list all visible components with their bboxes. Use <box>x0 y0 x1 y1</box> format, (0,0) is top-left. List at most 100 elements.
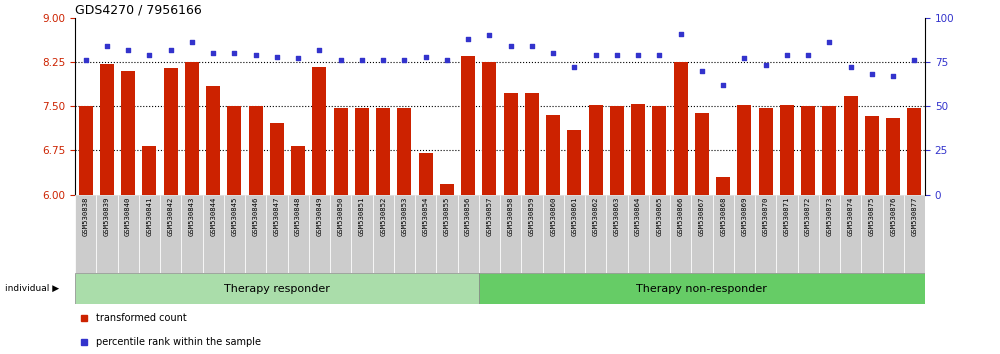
Text: GSM530874: GSM530874 <box>848 197 854 236</box>
Text: GSM530842: GSM530842 <box>168 197 174 236</box>
Bar <box>819 195 840 273</box>
Point <box>375 57 391 63</box>
Bar <box>479 195 500 273</box>
Text: GSM530839: GSM530839 <box>104 197 110 236</box>
Bar <box>734 195 755 273</box>
Point <box>736 56 752 61</box>
Point <box>715 82 731 88</box>
Text: GSM530867: GSM530867 <box>699 197 705 236</box>
Text: transformed count: transformed count <box>96 313 187 323</box>
Text: GDS4270 / 7956166: GDS4270 / 7956166 <box>75 4 202 17</box>
Text: percentile rank within the sample: percentile rank within the sample <box>96 337 261 347</box>
Point <box>758 63 774 68</box>
Bar <box>436 195 458 273</box>
Bar <box>394 195 415 273</box>
Point <box>184 40 200 45</box>
Bar <box>479 273 925 304</box>
Text: GSM530858: GSM530858 <box>508 197 514 236</box>
Point <box>566 64 582 70</box>
Bar <box>844 96 858 195</box>
Bar <box>202 195 224 273</box>
Text: Therapy non-responder: Therapy non-responder <box>636 284 767 293</box>
Text: GSM530838: GSM530838 <box>83 197 89 236</box>
Point <box>226 50 242 56</box>
Text: GSM530873: GSM530873 <box>826 197 832 236</box>
Text: GSM530844: GSM530844 <box>210 197 216 236</box>
Bar <box>504 93 518 195</box>
Text: GSM530853: GSM530853 <box>401 197 407 236</box>
Bar <box>589 105 603 195</box>
Point <box>290 56 306 61</box>
Text: GSM530841: GSM530841 <box>146 197 152 236</box>
Point <box>205 50 221 56</box>
Point <box>354 57 370 63</box>
Bar <box>759 108 773 195</box>
Bar <box>649 195 670 273</box>
Bar <box>567 130 581 195</box>
Bar <box>585 195 606 273</box>
Bar <box>249 106 263 195</box>
Bar <box>139 195 160 273</box>
Point <box>843 64 859 70</box>
Text: GSM530854: GSM530854 <box>423 197 429 236</box>
Bar <box>160 195 181 273</box>
Text: GSM530859: GSM530859 <box>529 197 535 236</box>
Point <box>885 73 901 79</box>
Text: GSM530870: GSM530870 <box>763 197 769 236</box>
Text: GSM530857: GSM530857 <box>486 197 492 236</box>
Point <box>418 54 434 59</box>
Text: GSM530847: GSM530847 <box>274 197 280 236</box>
Point <box>99 43 115 49</box>
Bar <box>312 67 326 195</box>
Bar <box>542 195 564 273</box>
Point <box>503 43 519 49</box>
Text: GSM530840: GSM530840 <box>125 197 131 236</box>
Bar <box>712 195 734 273</box>
Bar <box>291 146 305 195</box>
Bar <box>695 113 709 195</box>
Text: GSM530875: GSM530875 <box>869 197 875 236</box>
Text: GSM530872: GSM530872 <box>805 197 811 236</box>
Bar <box>372 195 394 273</box>
Bar <box>75 273 479 304</box>
Bar <box>610 106 624 195</box>
Text: GSM530869: GSM530869 <box>741 197 747 236</box>
Bar <box>355 108 369 195</box>
Bar <box>164 68 178 195</box>
Point <box>821 40 837 45</box>
Text: GSM530843: GSM530843 <box>189 197 195 236</box>
Bar <box>500 195 521 273</box>
Bar <box>440 184 454 195</box>
Point <box>460 36 476 42</box>
Text: GSM530865: GSM530865 <box>656 197 662 236</box>
Bar <box>631 104 645 195</box>
Point <box>78 57 94 63</box>
Bar <box>142 146 156 195</box>
Point <box>248 52 264 58</box>
Bar <box>266 195 288 273</box>
Point <box>333 57 349 63</box>
Bar <box>79 106 93 195</box>
Bar <box>865 116 879 195</box>
Bar <box>883 195 904 273</box>
Bar <box>227 106 241 195</box>
Bar <box>415 195 436 273</box>
Bar <box>100 64 114 195</box>
Text: GSM530868: GSM530868 <box>720 197 726 236</box>
Bar <box>886 118 900 195</box>
Bar <box>628 195 649 273</box>
Text: GSM530862: GSM530862 <box>593 197 599 236</box>
Bar <box>397 108 411 195</box>
Point <box>269 54 285 59</box>
Point <box>800 52 816 58</box>
Bar <box>822 106 836 195</box>
Point <box>163 47 179 52</box>
Bar <box>118 195 139 273</box>
Bar <box>780 105 794 195</box>
Text: GSM530850: GSM530850 <box>338 197 344 236</box>
Point <box>609 52 625 58</box>
Bar <box>652 106 666 195</box>
Point <box>630 52 646 58</box>
Bar <box>309 195 330 273</box>
Text: GSM530851: GSM530851 <box>359 197 365 236</box>
